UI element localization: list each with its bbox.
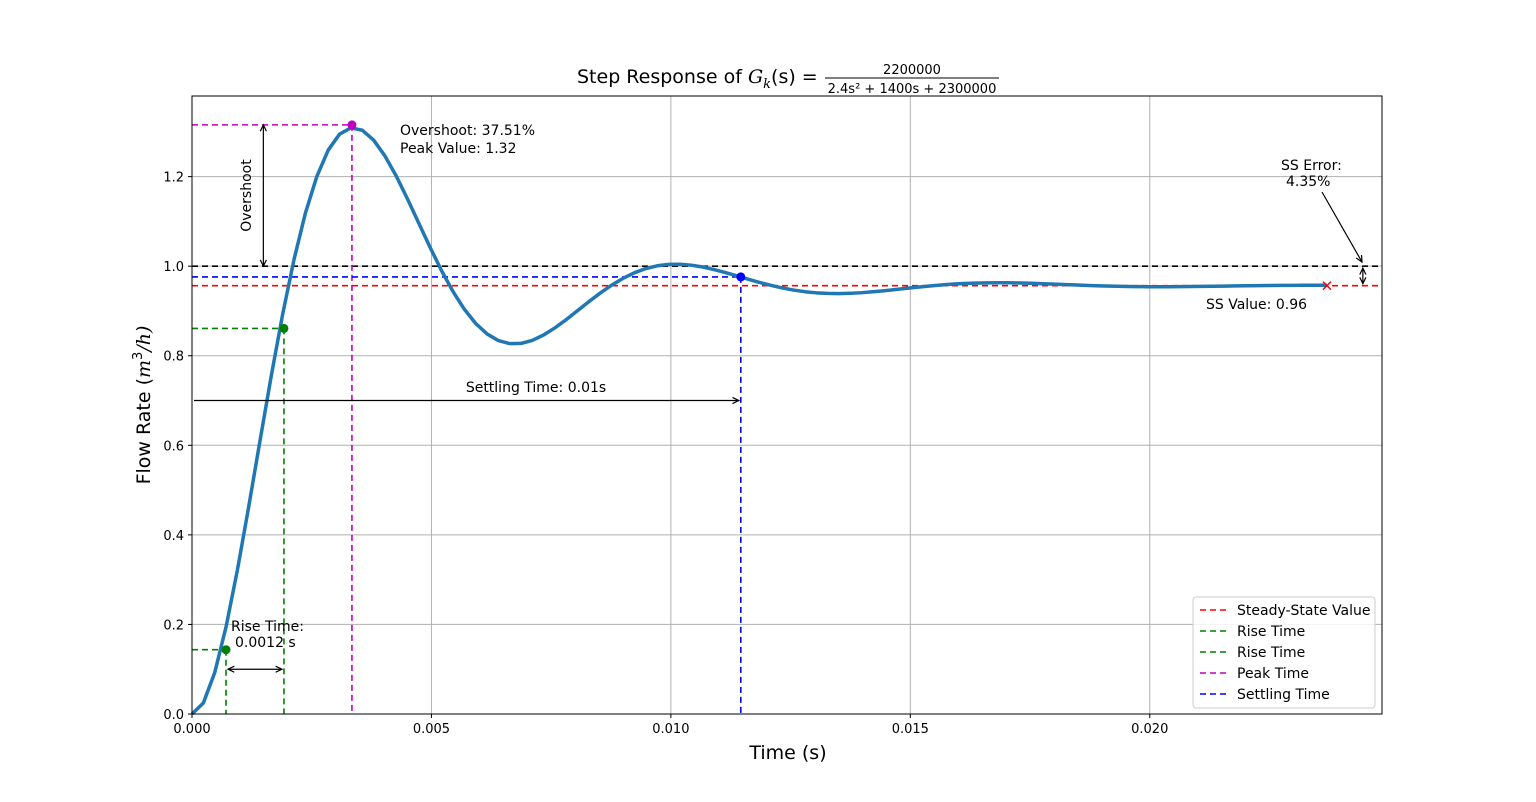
y-axis-ticks: 0.0 0.2 0.4 0.6 0.8 1.0 1.2 (163, 171, 192, 723)
y-tick-label: 0.4 (163, 529, 184, 544)
title-numerator: 2200000 (883, 63, 941, 78)
peak-point (347, 120, 357, 130)
y-tick-label: 0.8 (163, 350, 184, 365)
x-tick-label: 0.020 (1131, 722, 1168, 737)
legend: Steady-State Value Rise Time Rise Time Peak… (1192, 596, 1376, 709)
overshoot-vertical-label: Overshoot (239, 159, 255, 232)
rise-time-arrow-tail (226, 665, 235, 673)
ss-error-arrow-tail (1359, 266, 1367, 275)
peak-value-annotation: Peak Value: 1.32 (400, 141, 516, 157)
x-tick-label: 0.010 (652, 722, 689, 737)
y-axis-label-exponent: 3 (131, 352, 146, 360)
overshoot-annotation: Overshoot: 37.51% (400, 123, 535, 139)
ss-error-arrow-head (1359, 277, 1367, 286)
rise-end-point (279, 323, 289, 333)
title-argument: (s) = (771, 66, 818, 88)
x-axis-label: Time (s) (748, 742, 826, 764)
y-tick-label: 1.0 (163, 260, 184, 275)
response-curve (190, 126, 1327, 716)
settling-time-annotation: Settling Time: 0.01s (466, 380, 606, 396)
series-layer (190, 126, 1327, 716)
rise-time-label: Rise Time: (231, 619, 304, 635)
y-tick-label: 1.2 (163, 171, 184, 186)
ss-value-annotation: SS Value: 0.96 (1206, 297, 1307, 313)
legend-box (1192, 596, 1376, 709)
legend-label: Rise Time (1237, 624, 1305, 640)
annotation-arrows (194, 123, 1367, 673)
marker-layer (221, 120, 1332, 655)
y-tick-label: 0.0 (163, 708, 184, 723)
title-denominator: 2.4s² + 1400s + 2300000 (828, 82, 997, 97)
ss-error-value: 4.35% (1286, 174, 1330, 190)
y-axis-label-unit: m (133, 360, 155, 378)
chart-title: Step Response of Gk(s) = 2200000 2.4s² +… (577, 63, 999, 97)
settling-point (736, 272, 746, 282)
ss-error-pointer (1321, 191, 1363, 263)
y-axis-label-unit-rest: /h) (133, 326, 155, 354)
legend-label: Peak Time (1237, 666, 1309, 682)
annotations: Overshoot: 37.51% Peak Value: 1.32 Overs… (231, 123, 1342, 651)
svg-text:Step Response of Gk(s) =: Step Response of Gk(s) = (577, 66, 818, 92)
legend-label: Settling Time (1237, 687, 1330, 703)
y-tick-label: 0.6 (163, 439, 184, 454)
y-tick-label: 0.2 (163, 618, 184, 633)
title-function: G (748, 66, 763, 88)
ss-error-pointer-head (1355, 254, 1363, 264)
title-prefix: Step Response of (577, 66, 748, 88)
title-subscript: k (763, 77, 771, 92)
y-axis-label-text: Flow Rate ( (133, 378, 155, 484)
x-tick-label: 0.005 (413, 722, 450, 737)
legend-label: Steady-State Value (1237, 603, 1371, 619)
overshoot-arrow-tail (259, 259, 267, 268)
x-axis-ticks: 0.000 0.005 0.010 0.015 0.020 (173, 714, 1168, 737)
legend-label: Rise Time (1237, 645, 1305, 661)
overshoot-arrow-head (259, 123, 267, 132)
plot-frame (191, 95, 1383, 715)
ss-error-label: SS Error: (1281, 158, 1342, 174)
rise-time-value: 0.0012 s (235, 635, 296, 651)
y-axis-label: Flow Rate (m3/h) (131, 326, 155, 485)
x-tick-label: 0.000 (173, 722, 210, 737)
ss-marker-x-b (1322, 281, 1332, 291)
rise-start-point (221, 645, 231, 655)
rise-time-arrow-head (275, 665, 284, 673)
settling-time-arrow-head (732, 396, 741, 405)
x-tick-label: 0.015 (892, 722, 929, 737)
